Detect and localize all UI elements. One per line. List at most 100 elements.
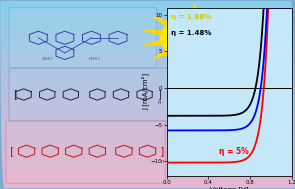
Bar [0,163,295,164]
Bar [0,160,295,161]
Bar [0,134,295,135]
Bar [0,156,295,157]
Bar [0,135,295,136]
Bar [0,137,295,138]
Bar [0,28,295,29]
Text: [: [ [9,146,14,156]
Bar [0,51,295,52]
Bar [0,59,295,60]
Bar [0,108,295,109]
Bar [0,17,295,18]
Bar [0,105,295,106]
Bar [0,149,295,150]
Bar [0,57,295,58]
Bar [0,37,295,38]
Bar [0,73,295,74]
Bar [0,56,295,57]
Bar [0,180,295,181]
Bar [0,24,295,25]
Bar [0,30,295,31]
FancyBboxPatch shape [9,68,168,121]
Bar [0,115,295,116]
Bar [0,21,295,22]
Bar [0,92,295,93]
Bar [0,71,295,72]
Bar [0,145,295,146]
Text: $C_6H_{13}$: $C_6H_{13}$ [41,56,53,63]
Bar [0,70,295,71]
Bar [0,101,295,102]
Text: ]: ] [157,90,161,99]
Bar [0,133,295,134]
Bar [0,103,295,104]
Bar [0,15,295,16]
Bar [0,172,295,173]
Bar [0,109,295,110]
Bar [0,87,295,88]
Bar [0,126,295,127]
Bar [0,32,295,33]
Bar [0,40,295,41]
Bar [0,66,295,67]
Bar [0,26,295,27]
Bar [0,69,295,70]
Bar [0,31,295,32]
Bar [0,127,295,128]
Bar [0,174,295,175]
Bar [0,81,295,82]
Bar [0,93,295,94]
Bar [0,120,295,121]
Bar [0,44,295,45]
Bar [0,39,295,40]
Bar [0,9,295,10]
Bar [0,72,295,73]
Bar [0,48,295,49]
Bar [0,188,295,189]
Bar [0,78,295,79]
Bar [0,80,295,81]
Bar [0,183,295,184]
Bar [0,6,295,7]
Bar [0,85,295,86]
Bar [0,65,295,66]
Bar [0,75,295,76]
Text: η = 5%: η = 5% [219,147,249,156]
Bar [0,82,295,83]
Polygon shape [228,41,246,45]
Text: η = 1.48%: η = 1.48% [171,30,211,36]
Bar [0,175,295,176]
Bar [0,158,295,159]
Bar [0,61,295,62]
Bar [0,36,295,37]
FancyBboxPatch shape [9,8,156,68]
Bar [0,13,295,14]
Polygon shape [143,30,162,35]
Bar [0,186,295,187]
Bar [0,5,295,6]
Y-axis label: J [mA/cm²]: J [mA/cm²] [142,73,150,110]
Bar [0,60,295,61]
Bar [0,168,295,169]
Bar [0,164,295,165]
Bar [0,104,295,105]
Bar [0,20,295,21]
Bar [0,22,295,23]
Bar [0,47,295,48]
Bar [0,35,295,36]
Text: n: n [160,159,164,163]
Text: η = 1.88%: η = 1.88% [171,14,211,19]
Bar [0,43,295,44]
Bar [0,64,295,65]
Bar [0,63,295,64]
Bar [0,76,295,77]
Bar [0,185,295,186]
Bar [0,33,295,34]
Text: [: [ [13,90,17,99]
Bar [0,62,295,63]
Bar [0,181,295,182]
Bar [0,99,295,100]
Bar [0,29,295,30]
Bar [0,112,295,113]
Bar [0,182,295,183]
Bar [0,89,295,90]
